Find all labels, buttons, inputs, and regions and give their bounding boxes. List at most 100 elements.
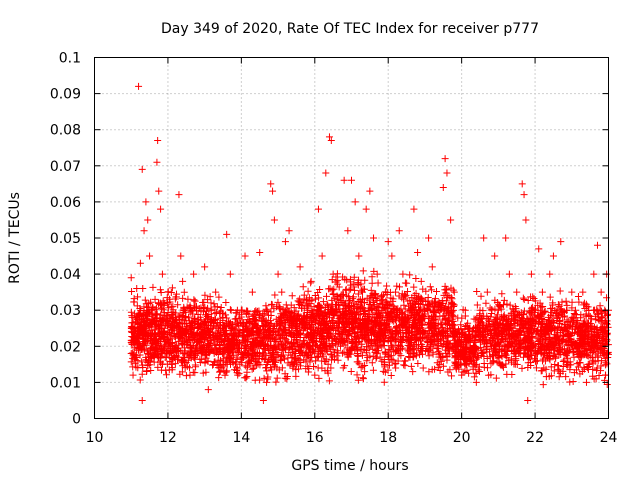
data-point — [553, 306, 561, 314]
data-point — [528, 342, 536, 350]
data-point — [568, 339, 576, 347]
data-point — [598, 324, 606, 332]
data-point — [226, 355, 234, 363]
data-point — [439, 312, 447, 320]
data-point — [325, 377, 333, 385]
data-point — [286, 343, 294, 351]
data-point — [333, 306, 341, 314]
data-point — [538, 357, 546, 365]
data-point — [244, 316, 252, 324]
data-point — [581, 350, 589, 358]
data-point — [362, 205, 370, 213]
data-point — [434, 345, 442, 353]
data-point — [351, 286, 359, 294]
data-point — [368, 279, 376, 287]
data-point — [556, 369, 564, 377]
data-point — [271, 291, 279, 299]
data-point — [453, 330, 461, 338]
data-point — [499, 336, 507, 344]
data-point — [336, 342, 344, 350]
data-point — [549, 252, 557, 260]
data-point — [261, 356, 269, 364]
data-point — [593, 241, 601, 249]
data-point — [458, 341, 466, 349]
data-point — [480, 359, 488, 367]
data-point — [392, 288, 400, 296]
data-point — [551, 336, 559, 344]
data-point — [248, 288, 256, 296]
data-point — [318, 350, 326, 358]
data-point — [473, 301, 481, 309]
data-point — [393, 346, 401, 354]
data-point — [245, 320, 253, 328]
data-point — [169, 303, 177, 311]
data-point — [581, 337, 589, 345]
data-point — [130, 329, 138, 337]
data-point — [560, 324, 568, 332]
data-point — [412, 274, 420, 282]
data-point — [534, 312, 542, 320]
data-point — [156, 286, 164, 294]
data-point — [130, 298, 138, 306]
data-point — [442, 349, 450, 357]
data-point — [351, 317, 359, 325]
data-point — [577, 324, 585, 332]
data-point — [347, 368, 355, 376]
data-point — [171, 313, 179, 321]
data-point — [146, 354, 154, 362]
data-point — [300, 342, 308, 350]
data-point — [211, 358, 219, 366]
data-point — [402, 329, 410, 337]
data-point — [138, 358, 146, 366]
data-point — [384, 238, 392, 246]
data-point — [562, 373, 570, 381]
data-point — [440, 312, 448, 320]
data-point — [359, 362, 367, 370]
data-point — [493, 358, 501, 366]
data-point — [463, 335, 471, 343]
data-point — [425, 234, 433, 242]
data-point — [347, 350, 355, 358]
data-point — [474, 366, 482, 374]
data-point — [413, 333, 421, 341]
data-point — [359, 374, 367, 382]
data-point — [366, 187, 374, 195]
data-point — [289, 364, 297, 372]
data-point — [189, 332, 197, 340]
data-point — [509, 324, 517, 332]
data-point — [332, 278, 340, 286]
data-point — [449, 300, 457, 308]
data-point — [583, 302, 591, 310]
data-point — [349, 295, 357, 303]
data-point — [344, 330, 352, 338]
data-point — [199, 369, 207, 377]
x-tick-label: 16 — [306, 430, 324, 446]
data-point — [361, 276, 369, 284]
data-point — [420, 333, 428, 341]
data-point — [520, 311, 528, 319]
data-point — [602, 309, 610, 317]
data-point — [212, 288, 220, 296]
data-point — [166, 315, 174, 323]
data-point — [490, 357, 498, 365]
data-point — [335, 283, 343, 291]
data-point — [180, 288, 188, 296]
data-point — [309, 328, 317, 336]
data-point — [429, 350, 437, 358]
data-point — [403, 324, 411, 332]
data-point — [381, 360, 389, 368]
data-point — [454, 314, 462, 322]
data-point — [247, 340, 255, 348]
data-point — [407, 362, 415, 370]
data-point — [565, 318, 573, 326]
data-point — [602, 371, 610, 379]
data-point — [361, 368, 369, 376]
data-point — [261, 333, 269, 341]
data-point — [215, 329, 223, 337]
data-point — [324, 360, 332, 368]
data-point — [582, 312, 590, 320]
data-point — [355, 252, 363, 260]
data-point — [492, 351, 500, 359]
data-point — [143, 317, 151, 325]
data-point — [256, 376, 264, 384]
